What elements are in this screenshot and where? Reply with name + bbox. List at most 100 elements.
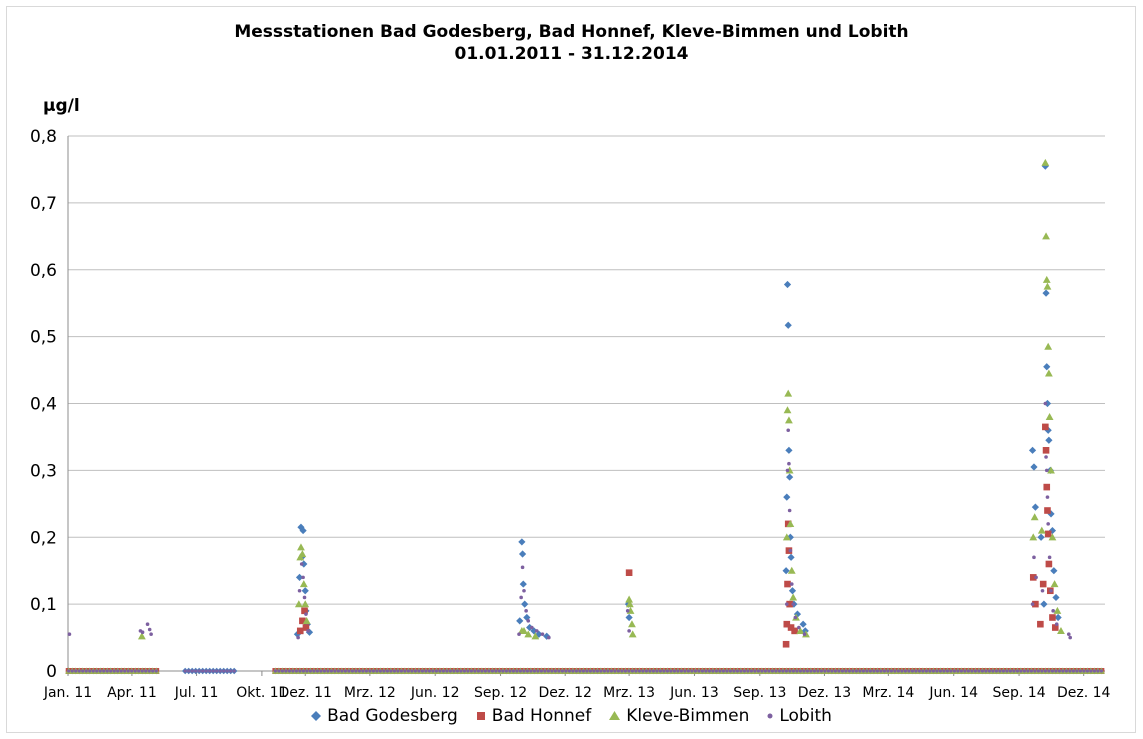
y-tick-label: 0,2 [30,528,57,548]
data-point-zero [875,669,880,673]
data-point [519,580,527,588]
data-point [1045,436,1053,444]
data-point-zero [952,669,957,673]
y-tick-label: 0,4 [30,395,57,415]
data-point-zero [123,669,127,673]
data-point [301,587,309,595]
data-point-zero [399,669,404,673]
data-point-zero [795,669,799,673]
data-point [296,627,304,635]
data-point [516,617,524,625]
x-tick-label: Sep. 12 [474,685,527,701]
data-point-zero [840,669,845,673]
data-point [1030,463,1038,471]
data-point-zero [354,669,358,673]
data-point-zero [462,669,467,673]
x-tick-label: Apr. 11 [107,685,157,701]
data-point [301,575,305,580]
data-point-zero [70,669,74,673]
data-point-zero [641,669,645,673]
data-point-zero [1075,669,1079,673]
data-point [294,600,303,608]
data-point [306,629,310,633]
data-point-zero [225,669,229,673]
data-point-zero [476,669,481,673]
data-point [1043,401,1048,406]
legend: Bad Godesberg Bad Honnef Kleve-Bimmen Lobit… [0,706,1143,726]
data-point-zero [119,669,123,673]
data-point-zero [746,669,750,673]
x-tick-label: Jan. 11 [43,685,92,701]
data-point-zero [812,669,817,673]
data-point-zero [945,669,950,673]
data-point-zero [809,669,813,673]
data-point-zero [753,669,757,673]
data-point-zero [333,669,337,673]
data-point-zero [938,669,943,673]
data-point-zero [980,669,985,673]
data-point-zero [326,669,330,673]
data-point [797,625,801,630]
data-point-zero [928,669,932,673]
data-point [67,632,72,637]
data-point-zero [445,669,449,673]
data-point-zero [588,669,593,673]
data-point-zero [595,669,600,673]
data-point-zero [634,669,638,673]
data-point-zero [543,669,547,673]
data-point-zero [903,669,908,673]
data-point-zero [700,669,705,673]
data-point-zero [319,669,323,673]
data-point [1043,282,1052,290]
data-point [1054,613,1062,622]
data-point-zero [781,669,785,673]
data-point-zero [819,669,824,673]
data-point-zero [1005,669,1009,673]
data-point [783,620,791,628]
data-point-zero [508,669,512,673]
data-point [788,548,793,553]
data-point-zero [147,669,151,673]
data-point-zero [571,669,575,673]
data-point [526,619,531,623]
data-point-zero [218,669,222,673]
data-point-zero [721,669,726,673]
data-point-zero [847,669,852,673]
data-point-zero [222,669,226,673]
legend-item: Kleve-Bimmen [609,706,749,726]
data-point [524,609,528,613]
data-point-zero [130,669,134,673]
data-point-zero [581,669,586,673]
data-point-zero [137,669,141,673]
data-point-zero [959,669,964,673]
data-point [302,616,311,624]
data-point [1040,588,1045,593]
data-point [1040,600,1048,608]
data-point-zero [865,669,869,673]
data-point-zero [784,669,789,673]
data-point-zero [574,669,579,673]
x-tick-label: Jun. 14 [928,685,978,701]
data-point-zero [1092,669,1097,673]
data-point [625,600,634,608]
data-point [786,600,793,608]
data-point-zero [109,669,113,673]
data-point-zero [823,669,827,673]
data-point [787,624,795,631]
data-point [787,553,795,561]
data-point [793,615,798,620]
y-tick-label: 0,5 [30,328,57,348]
data-point [1044,468,1049,473]
data-point-zero [294,669,299,673]
data-point-zero [466,669,470,673]
data-point-zero [361,669,365,673]
data-point-zero [662,669,666,673]
data-point [301,600,310,608]
data-point [1042,447,1050,454]
data-point [784,321,792,329]
x-tick-label: Jul. 11 [174,685,219,701]
data-point-zero [154,669,158,673]
data-point [782,567,790,575]
legend-label: Lobith [779,706,832,726]
